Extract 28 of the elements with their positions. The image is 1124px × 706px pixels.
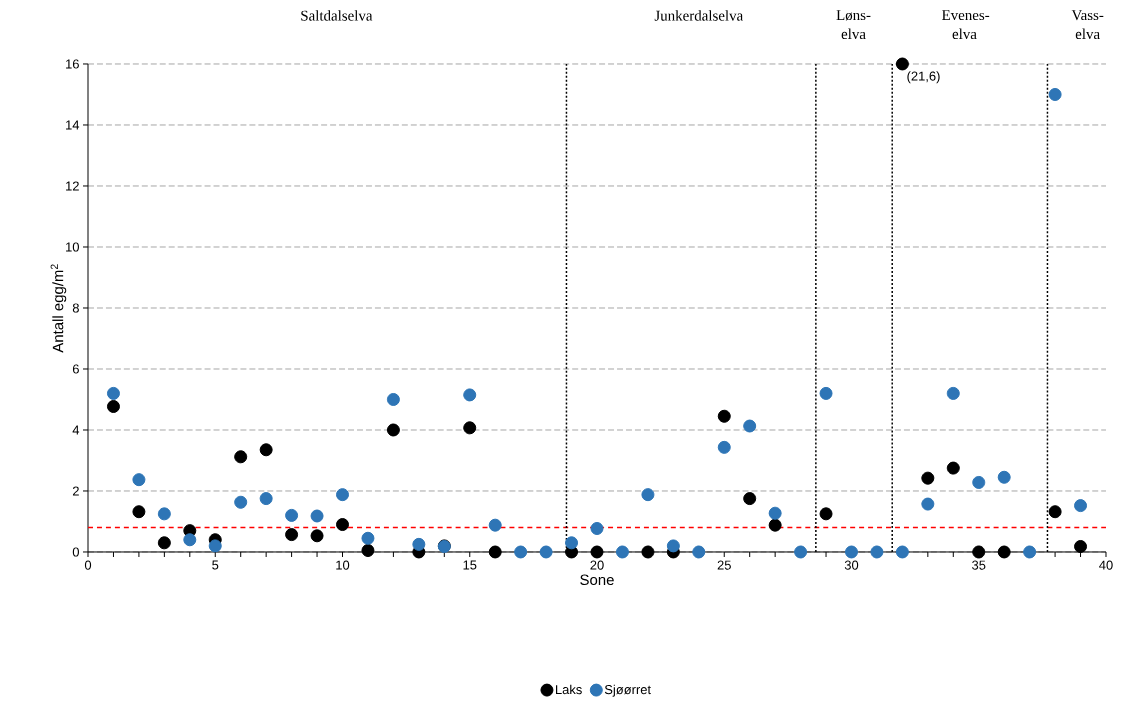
x-tick-label: 30 — [844, 560, 859, 570]
text: Saltdalselva — [301, 10, 373, 21]
x-tick-label: 40 — [1099, 560, 1113, 570]
x-tick-label: 5 — [212, 560, 219, 570]
y-tick-label: 0 — [72, 547, 79, 557]
y-tick-label: 4 — [72, 425, 80, 435]
x-axis-title: Sone — [580, 574, 614, 586]
annotation: (21,6) — [907, 71, 940, 84]
y-tick-label: 12 — [66, 181, 79, 191]
x-tick-label: 20 — [590, 560, 604, 570]
x-tick-label: 10 — [336, 560, 350, 570]
y-tick-label: 2 — [72, 486, 79, 496]
legend-label: Laks — [556, 684, 582, 695]
text: Vass- elva — [1071, 10, 1104, 40]
x-tick-label: 25 — [717, 560, 731, 570]
x-tick-label: 35 — [972, 560, 986, 570]
y-tick-label: 16 — [66, 59, 79, 69]
y-tick-label: 10 — [66, 242, 79, 252]
y-tick-label: 8 — [72, 303, 79, 313]
y-axis-title: Antall egg/m$^{2}$ — [50, 264, 67, 353]
y-tick-label: 14 — [66, 120, 80, 130]
x-tick-label: 0 — [84, 560, 92, 570]
y-tick-label: 6 — [72, 364, 79, 374]
text: Løns- elva — [836, 10, 871, 40]
text: Junkerdalselva — [654, 10, 743, 21]
text: Evenes- elva — [942, 10, 990, 40]
x-tick-label: 15 — [463, 560, 477, 570]
legend-label: Sjøørret — [604, 684, 651, 697]
